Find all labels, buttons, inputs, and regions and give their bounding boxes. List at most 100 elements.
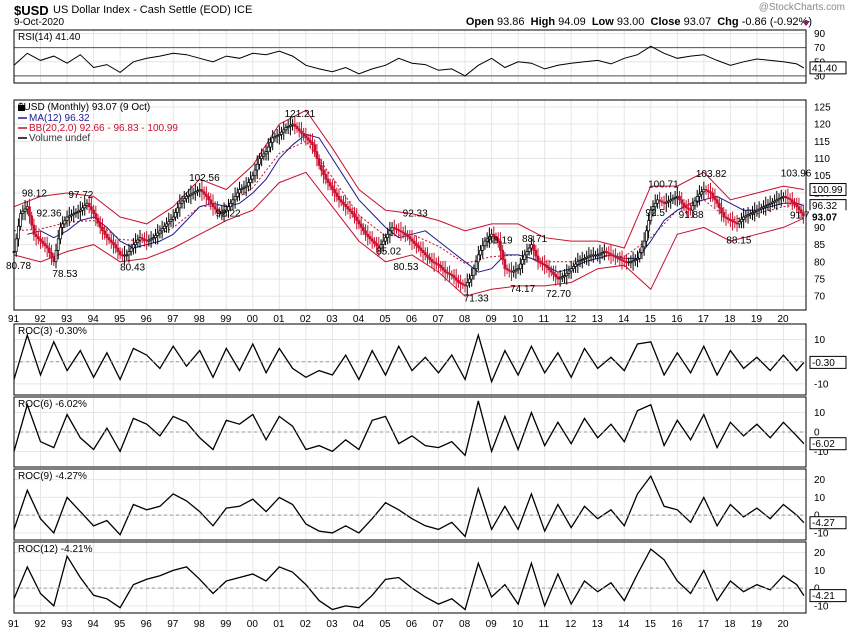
price-annotation: 97.72	[68, 190, 93, 201]
price-bar-body	[200, 189, 204, 193]
roc12-panel-frame	[13, 541, 807, 614]
price-bar-body	[647, 220, 650, 232]
price-bar	[715, 195, 719, 208]
ohlc-summary: Open 93.86 High 94.09 Low 93.00 Close 93…	[466, 16, 812, 28]
price-bar-body	[762, 206, 765, 209]
x-tick-label-top: 99	[220, 314, 232, 325]
price-bar-body	[48, 247, 51, 253]
price-bar-body	[614, 255, 617, 258]
price-bar-body	[567, 270, 571, 274]
price-bar	[503, 251, 507, 277]
price-bar	[50, 244, 53, 265]
price-bar	[784, 189, 788, 205]
price-bar-body	[426, 254, 429, 258]
price-bar	[48, 242, 51, 258]
price-annotation: 74.17	[510, 284, 535, 295]
price-bar	[410, 229, 414, 251]
price-bar	[366, 225, 370, 246]
price-annotation: 92.22	[216, 209, 241, 220]
price-bar	[642, 232, 646, 256]
roc3-last-value: -0.30	[809, 355, 847, 369]
price-bar	[762, 200, 765, 215]
price-bar	[359, 216, 363, 236]
price-bar-body	[273, 136, 277, 139]
price-bar	[151, 233, 155, 243]
open-label: Open	[465, 16, 494, 28]
price-bar	[446, 266, 449, 279]
price-bar-body	[532, 244, 535, 251]
price-bar	[154, 228, 157, 245]
price-bar-body	[333, 189, 336, 194]
price-bar-body	[457, 279, 460, 283]
price-bar	[746, 207, 750, 224]
price-bar-body	[492, 233, 496, 237]
price-bar	[538, 257, 542, 268]
price-bar-body	[149, 238, 153, 241]
roc6-line	[13, 400, 805, 457]
x-tick-label-bottom: 17	[698, 619, 710, 630]
price-tick-label: 75	[814, 275, 826, 286]
price-bar-body	[638, 252, 642, 259]
price-annotation: 92.36	[37, 208, 62, 219]
price-bar	[417, 241, 420, 253]
price-bar-body	[36, 236, 40, 240]
price-bar	[17, 218, 20, 247]
price-bar	[244, 177, 248, 197]
price-bar-body	[193, 191, 197, 194]
x-tick-label-top: 07	[433, 314, 445, 325]
price-bar-body	[23, 208, 27, 212]
price-bar	[346, 201, 350, 215]
price-bar	[209, 193, 213, 210]
price-bar-body	[120, 254, 124, 257]
price-bar	[695, 189, 699, 208]
price-bar-body	[653, 202, 657, 208]
price-bar-body	[764, 205, 768, 208]
price-bar-body	[417, 245, 420, 249]
price-bar	[483, 237, 487, 250]
price-bar	[83, 197, 87, 216]
price-bar-body	[432, 261, 436, 264]
price-bar	[120, 248, 124, 262]
price-bar-body	[525, 251, 529, 256]
price-legend-entry: BB(20,2.0) 92.66 - 96.83 - 100.99	[29, 123, 178, 134]
price-bar	[313, 139, 317, 157]
price-bar-body	[19, 213, 22, 227]
price-bar	[116, 240, 120, 260]
price-bar-body	[408, 236, 412, 240]
price-bar	[191, 187, 195, 200]
price-bar	[702, 181, 706, 200]
price-bar	[583, 254, 586, 264]
chg-value: -0.86 (-0.92%)	[741, 16, 812, 28]
price-bar	[457, 274, 460, 288]
price-bar-body	[140, 237, 144, 240]
price-bar	[118, 247, 122, 260]
low-label: Low	[591, 16, 614, 28]
price-bar	[476, 245, 480, 271]
price-bar-body	[328, 182, 332, 187]
price-bar-body	[518, 263, 522, 270]
price-bar-body	[280, 131, 283, 135]
price-tick-label: 90	[814, 223, 826, 234]
price-bar-body	[591, 254, 595, 257]
price-bar-body	[711, 192, 715, 197]
price-bar-body	[315, 151, 319, 159]
price-bar	[70, 209, 73, 222]
price-bar	[605, 247, 608, 257]
price-bar-body	[459, 282, 462, 284]
price-bar-body	[499, 240, 502, 251]
price-bar-body	[706, 190, 710, 193]
price-bar-body	[629, 261, 633, 264]
price-bar	[348, 201, 352, 220]
price-bar-body	[109, 239, 113, 243]
price-bar	[180, 195, 184, 209]
price-bar	[319, 158, 323, 177]
price-bar	[523, 249, 527, 265]
price-bar	[28, 198, 31, 224]
price-bar-body	[547, 267, 551, 271]
price-bar	[629, 255, 633, 269]
close-label: Close	[650, 16, 681, 28]
price-bar	[569, 260, 573, 279]
price-title: $USD (Monthly) 93.07 (9 Oct)	[18, 102, 150, 113]
price-bar	[388, 221, 392, 244]
price-bar-body	[786, 197, 790, 200]
